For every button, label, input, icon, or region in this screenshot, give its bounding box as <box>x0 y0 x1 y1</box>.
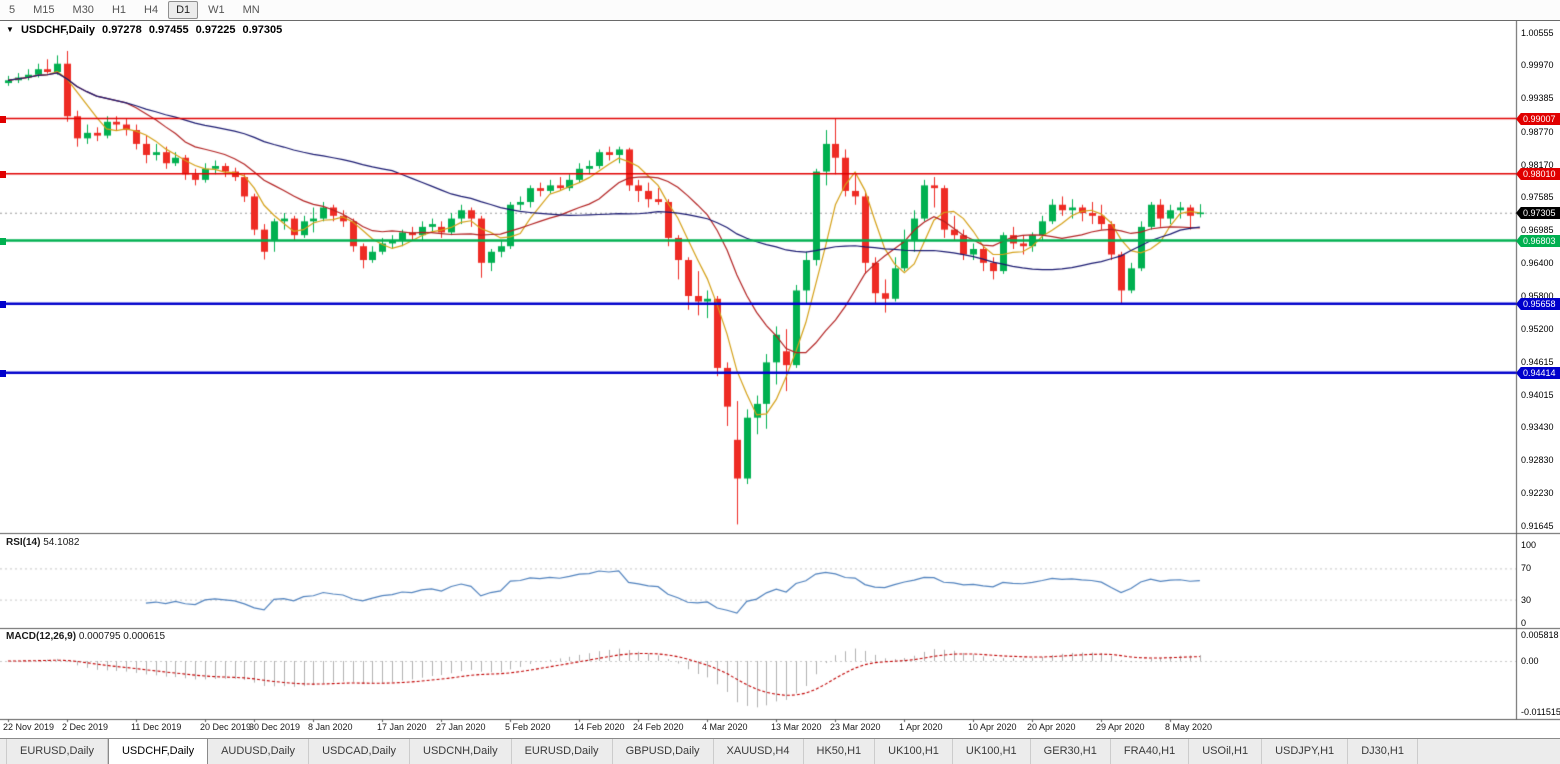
price-axis-label: 0.92230 <box>1521 488 1554 498</box>
timeframe-button-w1[interactable]: W1 <box>208 4 225 16</box>
timeframe-button-m30[interactable]: M30 <box>72 4 94 16</box>
timeframe-button-mn[interactable]: MN <box>242 4 260 16</box>
macd-name: MACD(12,26,9) <box>6 631 77 642</box>
timeframe-button-h4[interactable]: H4 <box>144 4 159 16</box>
date-axis-label: 17 Jan 2020 <box>377 722 427 732</box>
chart-tab-usdcad-daily[interactable]: USDCAD,Daily <box>309 739 411 764</box>
rsi-axis-label: 30 <box>1521 595 1532 605</box>
date-axis-label: 14 Feb 2020 <box>574 722 625 732</box>
price-level-tag: 0.94414 <box>1516 367 1560 379</box>
chart-tab-usdchf-daily[interactable]: USDCHF,Daily <box>107 739 209 764</box>
macd-axis-label: 0.00 <box>1521 656 1539 666</box>
price-axis-label: 0.95200 <box>1521 324 1554 334</box>
chart-tab-ger30-h1[interactable]: GER30,H1 <box>1031 739 1111 764</box>
chart-tab-hk50-h1[interactable]: HK50,H1 <box>804 739 876 764</box>
date-axis-label: 23 Mar 2020 <box>830 722 881 732</box>
date-axis-label: 5 Feb 2020 <box>505 722 551 732</box>
date-axis-label: 22 Nov 2019 <box>3 722 55 732</box>
price-axis-label: 0.93430 <box>1521 422 1554 432</box>
ohlc-open: 0.97278 <box>102 24 142 36</box>
price-axis-label: 0.92830 <box>1521 455 1554 465</box>
ohlc-high: 0.97455 <box>148 24 189 36</box>
chart-tab-usoil-h1[interactable]: USOil,H1 <box>1189 739 1263 764</box>
date-axis-label: 8 Jan 2020 <box>308 722 353 732</box>
price-chart-canvas[interactable] <box>0 21 1560 738</box>
price-axis-label: 0.96985 <box>1521 225 1554 235</box>
chart-tab-uk100-h1[interactable]: UK100,H1 <box>953 739 1031 764</box>
price-level-tag: 0.95658 <box>1516 298 1560 310</box>
ohlc-low: 0.97225 <box>195 24 236 36</box>
date-axis-label: 20 Apr 2020 <box>1027 722 1076 732</box>
date-axis-label: 10 Apr 2020 <box>968 722 1017 732</box>
chart-tab-eurusd-daily[interactable]: EURUSD,Daily <box>7 739 108 764</box>
level-left-marker-icon <box>0 238 6 245</box>
date-axis-label: 27 Jan 2020 <box>436 722 486 732</box>
ohlc-close: 0.97305 <box>242 24 283 36</box>
macd-indicator-label: MACD(12,26,9) 0.000795 0.000615 <box>6 631 165 642</box>
collapse-triangle-icon[interactable]: ▼ <box>6 25 14 34</box>
timeframe-button-m15[interactable]: M15 <box>33 4 55 16</box>
chart-tab-uk100-h1[interactable]: UK100,H1 <box>875 739 953 764</box>
chart-tab-usdjpy-h1[interactable]: USDJPY,H1 <box>1262 739 1349 764</box>
timeframe-button-h1[interactable]: H1 <box>111 4 126 16</box>
chart-tab-gbpusd-daily[interactable]: GBPUSD,Daily <box>613 739 714 764</box>
level-left-marker-icon <box>0 116 6 123</box>
level-left-marker-icon <box>0 370 6 377</box>
rsi-name: RSI(14) <box>6 537 41 548</box>
chart-tab-xauusd-h4[interactable]: XAUUSD,H4 <box>714 739 804 764</box>
price-level-tag: 0.99007 <box>1516 113 1560 125</box>
chart-tab-audusd-daily[interactable]: AUDUSD,Daily <box>208 739 310 764</box>
macd-axis-label: 0.005818 <box>1521 630 1559 640</box>
price-axis-label: 0.97585 <box>1521 192 1554 202</box>
chart-tab-dj30-h1[interactable]: DJ30,H1 <box>1348 739 1418 764</box>
rsi-axis-label: 70 <box>1521 563 1532 573</box>
date-axis-label: 20 Dec 2019 <box>200 722 252 732</box>
date-axis-label: 1 Apr 2020 <box>899 722 943 732</box>
price-axis-label: 0.91645 <box>1521 521 1554 531</box>
price-axis-label: 0.94615 <box>1521 357 1554 367</box>
price-axis-label: 0.98170 <box>1521 160 1554 170</box>
price-axis-label: 0.98770 <box>1521 127 1554 137</box>
price-axis-label: 0.99970 <box>1521 60 1554 70</box>
date-axis-label: 29 Apr 2020 <box>1096 722 1145 732</box>
chart-tab-eurusd-daily[interactable]: EURUSD,Daily <box>512 739 613 764</box>
chart-tab-bar: EURUSD,Daily USDCHF,Daily AUDUSD,Daily USDC… <box>0 738 1560 764</box>
price-level-tag: 0.96803 <box>1516 235 1560 247</box>
timeframe-toolbar: 5 M15 M30 H1 H4 D1 W1 MN <box>0 0 1560 20</box>
chart-symbol-header: ▼ USDCHF,Daily 0.97278 0.97455 0.97225 0… <box>6 24 286 36</box>
rsi-axis-label: 0 <box>1521 618 1527 628</box>
price-level-tag: 0.97305 <box>1516 207 1560 219</box>
date-axis-label: 24 Feb 2020 <box>633 722 684 732</box>
price-axis-label: 1.00555 <box>1521 28 1554 38</box>
rsi-value: 54.1082 <box>43 537 80 548</box>
tabbar-spacer <box>0 739 7 764</box>
price-axis-label: 0.96400 <box>1521 258 1554 268</box>
price-level-tag: 0.98010 <box>1516 168 1560 180</box>
symbol-period-label: USDCHF,Daily <box>20 24 95 36</box>
date-axis-label: 13 Mar 2020 <box>771 722 822 732</box>
price-axis-label: 0.99385 <box>1521 93 1554 103</box>
timeframe-button-5[interactable]: 5 <box>9 4 16 16</box>
macd-values: 0.000795 0.000615 <box>78 631 166 642</box>
level-left-marker-icon <box>0 301 6 308</box>
price-axis-label: 0.95800 <box>1521 291 1554 301</box>
level-left-marker-icon <box>0 171 6 178</box>
date-axis-label: 8 May 2020 <box>1165 722 1213 732</box>
price-axis-label: 0.94015 <box>1521 390 1554 400</box>
rsi-indicator-label: RSI(14) 54.1082 <box>6 537 79 548</box>
chart-tab-usdcnh-daily[interactable]: USDCNH,Daily <box>410 739 512 764</box>
macd-axis-label: -0.011515 <box>1521 707 1560 717</box>
date-axis-label: 2 Dec 2019 <box>62 722 109 732</box>
date-axis-label: 30 Dec 2019 <box>249 722 301 732</box>
date-axis-label: 4 Mar 2020 <box>702 722 748 732</box>
timeframe-button-d1[interactable]: D1 <box>168 1 199 19</box>
rsi-axis-label: 100 <box>1521 540 1537 550</box>
chart-tab-fra40-h1[interactable]: FRA40,H1 <box>1111 739 1190 764</box>
date-axis-label: 11 Dec 2019 <box>131 722 182 732</box>
chart-area: ▼ USDCHF,Daily 0.97278 0.97455 0.97225 0… <box>0 20 1560 738</box>
